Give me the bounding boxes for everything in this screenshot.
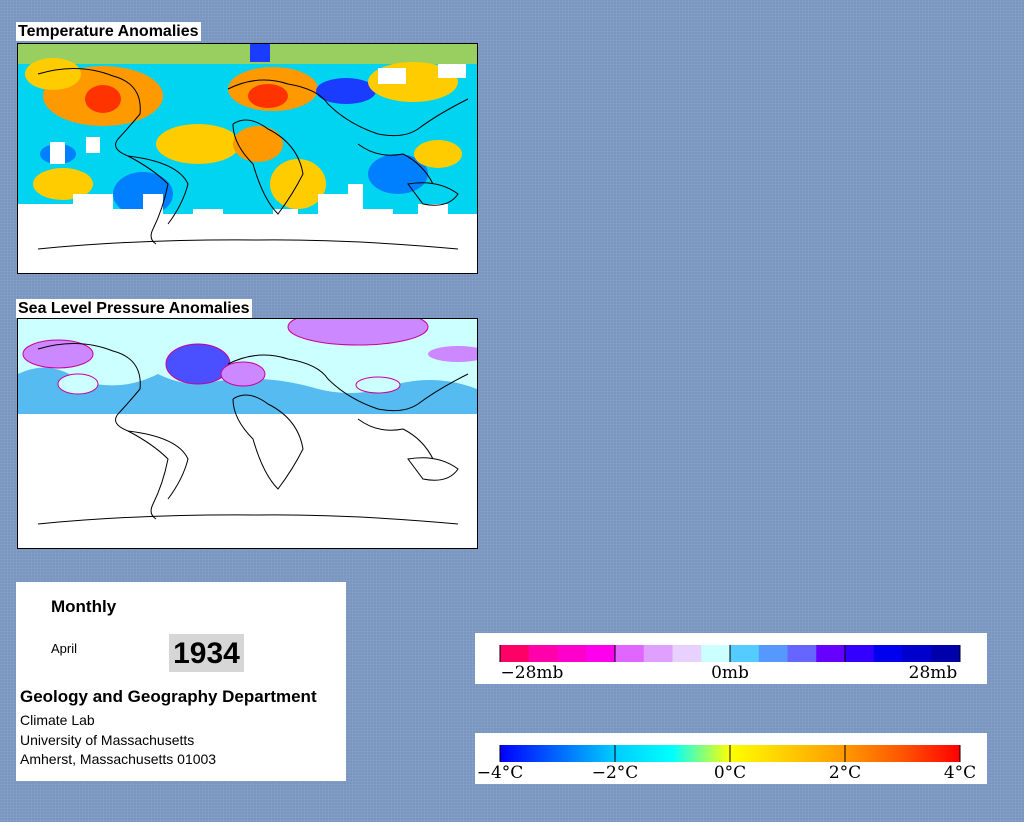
university-label: University of Massachusetts — [20, 732, 195, 748]
pressure-swatch — [931, 645, 961, 662]
pressure-legend: −28mb 0mb 28mb — [475, 633, 987, 684]
temperature-legend-label-neg4: −4°C — [477, 763, 524, 783]
temperature-legend-label-pos2: 2°C — [829, 763, 861, 783]
temperature-map — [17, 43, 478, 274]
pressure-legend-swatches — [499, 645, 961, 662]
pressure-swatch — [500, 645, 530, 662]
pressure-swatch — [615, 645, 645, 662]
lab-label: Climate Lab — [20, 712, 95, 728]
month-label: April — [51, 641, 78, 656]
pressure-swatch — [758, 645, 788, 662]
pressure-swatch — [816, 645, 846, 662]
pressure-legend-label-zero: 0mb — [711, 663, 749, 683]
pressure-swatch — [557, 645, 587, 662]
temperature-legend-label-zero: 0°C — [714, 763, 746, 783]
pressure-legend-label-max: 28mb — [909, 663, 958, 683]
pressure-legend-label-min: −28mb — [501, 663, 564, 683]
pressure-swatch — [902, 645, 932, 662]
temp-no-data-south — [18, 184, 477, 273]
pressure-map-graphic — [18, 319, 477, 525]
pressure-swatch — [845, 645, 875, 662]
pressure-swatch — [701, 645, 731, 662]
pressure-swatch — [787, 645, 817, 662]
pressure-coastlines — [37, 342, 469, 525]
pressure-swatch — [586, 645, 616, 662]
period-label: Monthly — [51, 597, 117, 616]
pressure-high-center — [166, 344, 230, 384]
pressure-swatch — [672, 645, 702, 662]
pressure-swatch — [643, 645, 673, 662]
temperature-legend: −4°C −2°C 0°C 2°C 4°C — [475, 733, 987, 784]
pressure-map — [17, 318, 478, 549]
info-panel: Monthly April 1934 Geology and Geography… — [16, 582, 346, 781]
year-label: 1934 — [169, 634, 244, 672]
temperature-legend-label-pos4: 4°C — [944, 763, 976, 783]
temperature-legend-label-neg2: −2°C — [592, 763, 639, 783]
temperature-map-title: Temperature Anomalies — [16, 22, 201, 41]
temp-siberia-cold — [316, 78, 376, 104]
pressure-map-title: Sea Level Pressure Anomalies — [16, 299, 252, 318]
temperature-map-graphic — [18, 44, 477, 273]
pressure-swatch — [730, 645, 760, 662]
address-label: Amherst, Massachusetts 01003 — [20, 751, 217, 767]
pressure-swatch — [528, 645, 558, 662]
temp-coastlines — [37, 67, 469, 250]
pressure-swatch — [873, 645, 903, 662]
department-label: Geology and Geography Department — [20, 687, 317, 706]
